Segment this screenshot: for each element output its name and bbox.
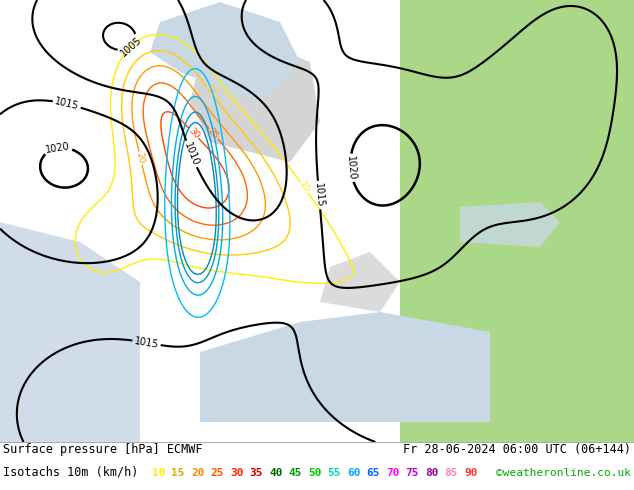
Text: 25: 25	[210, 468, 224, 478]
Text: 10: 10	[297, 180, 311, 195]
Polygon shape	[320, 252, 400, 312]
Text: 1020: 1020	[45, 141, 71, 155]
Text: 1015: 1015	[313, 182, 325, 208]
Text: 20: 20	[191, 468, 205, 478]
Text: 1015: 1015	[54, 97, 80, 112]
Polygon shape	[190, 42, 320, 162]
Text: 20: 20	[135, 151, 146, 165]
Text: Fr 28-06-2024 06:00 UTC (06+144): Fr 28-06-2024 06:00 UTC (06+144)	[403, 443, 631, 456]
Text: 75: 75	[406, 468, 419, 478]
Text: 35: 35	[250, 468, 263, 478]
Text: 55: 55	[328, 468, 341, 478]
Polygon shape	[200, 312, 490, 422]
Text: Isotachs 10m (km/h): Isotachs 10m (km/h)	[3, 465, 138, 478]
Text: 40: 40	[269, 468, 283, 478]
Text: 30: 30	[186, 126, 201, 141]
Text: 70: 70	[386, 468, 399, 478]
Text: ©weatheronline.co.uk: ©weatheronline.co.uk	[496, 468, 631, 478]
Polygon shape	[460, 202, 560, 247]
Text: 25: 25	[206, 127, 221, 141]
Text: 15: 15	[172, 468, 185, 478]
Text: 1015: 1015	[134, 336, 160, 350]
Text: 65: 65	[366, 468, 380, 478]
Text: 10: 10	[152, 468, 165, 478]
Text: 45: 45	[288, 468, 302, 478]
Text: 85: 85	[444, 468, 458, 478]
Text: 50: 50	[308, 468, 321, 478]
Text: 90: 90	[464, 468, 477, 478]
Text: 30: 30	[230, 468, 243, 478]
Polygon shape	[0, 222, 140, 442]
Bar	[400, 0, 634, 442]
Text: 60: 60	[347, 468, 361, 478]
Text: 1010: 1010	[182, 141, 200, 167]
Text: 1020: 1020	[345, 155, 357, 181]
Text: 80: 80	[425, 468, 439, 478]
Text: 1005: 1005	[119, 35, 144, 59]
Polygon shape	[150, 2, 300, 102]
Text: Surface pressure [hPa] ECMWF: Surface pressure [hPa] ECMWF	[3, 443, 202, 456]
Text: 15: 15	[204, 84, 217, 99]
